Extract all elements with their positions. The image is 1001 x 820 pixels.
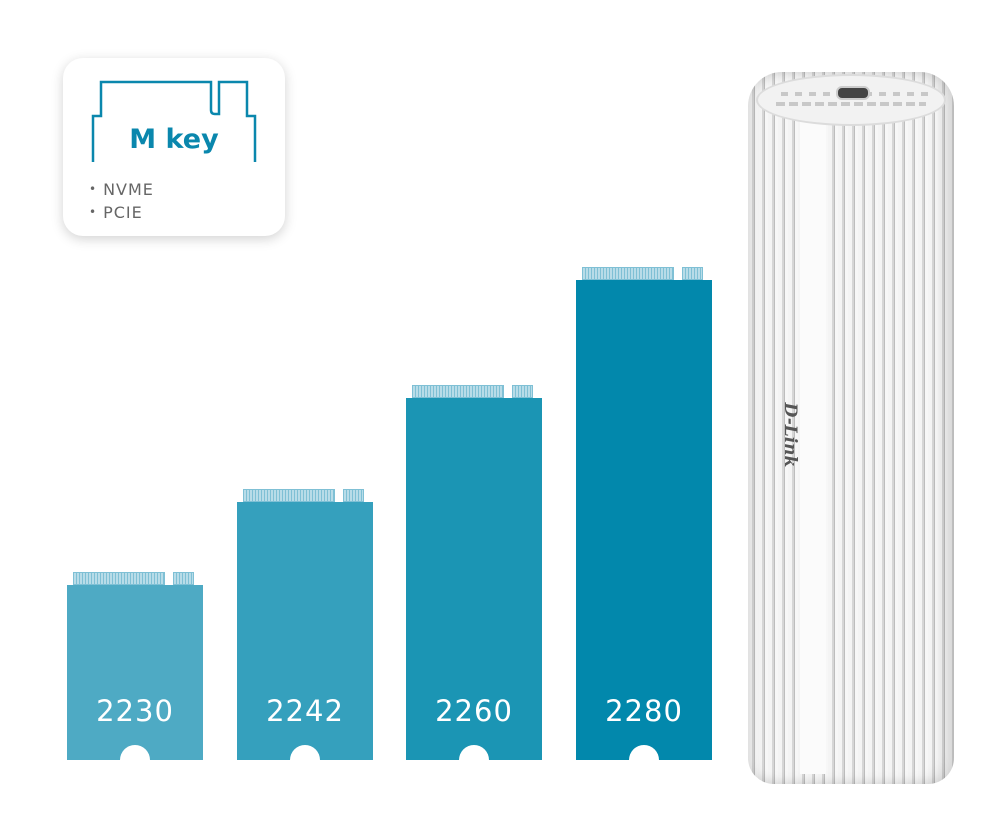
ssd-card-2242: 2242: [237, 489, 373, 775]
size-label: 2280: [605, 694, 683, 728]
connector-pins: [682, 267, 703, 280]
d-link-logo: D-Link: [780, 402, 800, 468]
enclosure-face: [800, 112, 826, 774]
mounting-notch: [629, 745, 659, 775]
connector-pins: [582, 267, 674, 280]
mounting-notch: [120, 745, 150, 775]
ssd-card-2230: 2230: [67, 572, 203, 775]
card-body: [406, 398, 542, 760]
connector-pins: [512, 385, 533, 398]
vent-slits: [776, 102, 926, 106]
usb-c-port-icon: [836, 86, 870, 100]
enclosure-top-vents: [756, 74, 946, 126]
ssd-enclosure-image: [748, 72, 954, 784]
protocol-item: • NVME: [89, 180, 154, 199]
card-body: [576, 280, 712, 760]
connector-pins: [243, 489, 335, 502]
m-key-info-card: M key • NVME • PCIE: [63, 58, 285, 236]
size-label: 2230: [96, 694, 174, 728]
protocol-item: • PCIE: [89, 203, 143, 222]
size-label: 2260: [435, 694, 513, 728]
size-label: 2242: [266, 694, 344, 728]
connector-pins: [412, 385, 504, 398]
mounting-notch: [290, 745, 320, 775]
connector-pins: [343, 489, 364, 502]
card-body: [237, 502, 373, 760]
m-key-connector-icon: [91, 80, 257, 162]
ssd-card-2260: 2260: [406, 385, 542, 775]
mounting-notch: [459, 745, 489, 775]
ssd-card-2280: 2280: [576, 267, 712, 775]
connector-pins: [173, 572, 194, 585]
key-title: M key: [129, 124, 219, 155]
protocol-list: • NVME • PCIE: [89, 178, 154, 224]
connector-pins: [73, 572, 165, 585]
card-body: [67, 585, 203, 760]
